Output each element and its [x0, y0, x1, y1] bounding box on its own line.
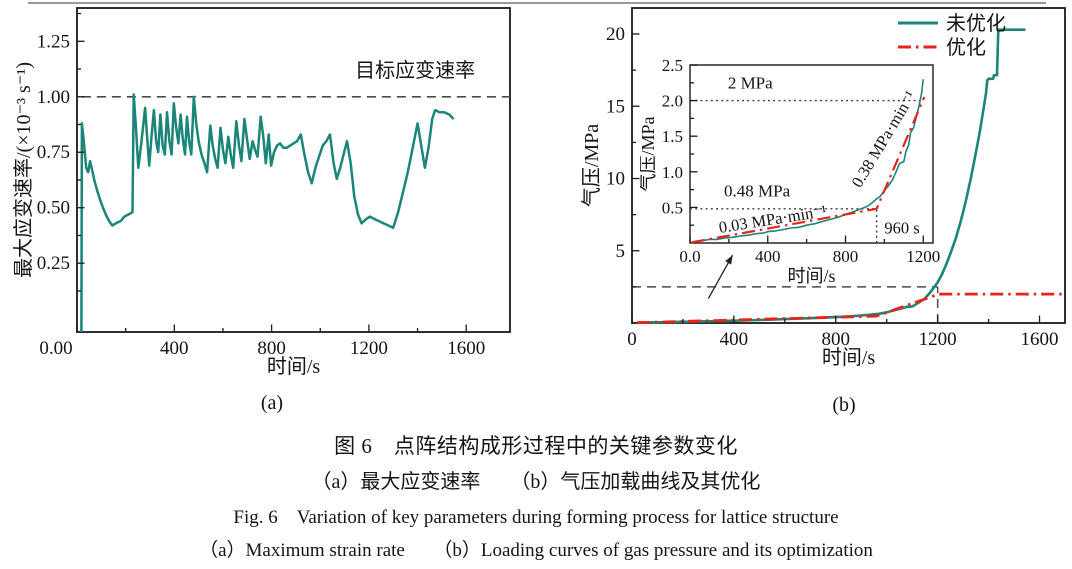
- series-optimized-inset: [691, 96, 926, 244]
- svg-text:1600: 1600: [447, 338, 485, 359]
- svg-text:1200: 1200: [350, 338, 388, 359]
- svg-text:1.5: 1.5: [662, 127, 683, 146]
- svg-text:0: 0: [627, 329, 637, 350]
- series-max-strain-rate: [80, 93, 455, 333]
- svg-text:800: 800: [833, 247, 859, 266]
- svg-text:2.5: 2.5: [662, 56, 683, 75]
- svg-text:1600: 1600: [1021, 329, 1059, 350]
- tick-labels: 0.00 400 800 1200 1600 0.25 0.50 0.75 1.00 1.25: [37, 31, 485, 359]
- annotation-texts: 目标应变速率: [355, 59, 475, 82]
- annotation-label: 2 MPa: [728, 73, 773, 92]
- x-axis-label: 时间/s: [267, 355, 321, 378]
- axis-ticks: [76, 12, 467, 332]
- svg-text:400: 400: [720, 329, 749, 350]
- svg-text:0.50: 0.50: [37, 198, 70, 219]
- x-axis-label: 时间/s: [822, 346, 876, 369]
- svg-text:0.25: 0.25: [37, 253, 70, 274]
- annotation-lines: [690, 99, 925, 243]
- svg-text:15: 15: [606, 96, 625, 117]
- y-axis-label: 气压/MPa: [640, 116, 658, 191]
- y-axis-label: 最大应变速率/(×10⁻³ s⁻¹): [12, 62, 35, 278]
- subplot-label-a: (a): [260, 392, 284, 414]
- axis-ticks: [631, 33, 1041, 323]
- svg-text:0.00: 0.00: [39, 338, 72, 359]
- svg-text:20: 20: [606, 24, 625, 45]
- tick-labels: 0 400 800 1200 1600 5 10 15 20: [606, 24, 1059, 350]
- series-unoptimized: [637, 28, 1026, 324]
- caption-cn-title: 图 6 点阵结构成形过程中的关键参数变化: [334, 434, 738, 458]
- svg-text:800: 800: [822, 329, 851, 350]
- svg-text:0.0: 0.0: [679, 247, 700, 266]
- caption-en-title: Fig. 6 Variation of key parameters durin…: [233, 507, 839, 528]
- scan-artifact-line: [28, 2, 1046, 4]
- svg-text:400: 400: [160, 338, 189, 359]
- annotation-label: 960 s: [884, 219, 919, 238]
- svg-text:1.25: 1.25: [37, 31, 70, 52]
- svg-text:2.0: 2.0: [662, 92, 683, 111]
- y-axis-label: 气压/MPa: [580, 124, 603, 207]
- svg-text:400: 400: [755, 247, 781, 266]
- svg-text:5: 5: [616, 241, 626, 262]
- legend-label-unoptimized: 未优化: [946, 12, 1006, 35]
- axis-ticks: [689, 64, 924, 243]
- svg-text:1.0: 1.0: [662, 163, 683, 182]
- caption-cn-sub: （a）最大应变速率 （b）气压加载曲线及其优化: [311, 471, 761, 493]
- svg-text:0.5: 0.5: [662, 198, 683, 217]
- series-optimized: [637, 292, 1065, 325]
- x-axis-label: 时间/s: [787, 266, 835, 286]
- subplot-label-b: (b): [832, 394, 856, 416]
- annotation-label: 0.48 MPa: [724, 182, 791, 201]
- plot-box: [76, 7, 511, 333]
- strain-rate-chart: 目标应变速率 0.00 400 800 1200 1600 0.25 0.50 0.75 1.00…: [12, 7, 511, 378]
- annotation-texts: [707, 254, 734, 299]
- svg-text:10: 10: [606, 169, 625, 190]
- svg-text:1200: 1200: [906, 247, 940, 266]
- tick-labels: 0.0 400 800 1200 0.5 1.0 1.5 2.0 2.5: [662, 56, 941, 266]
- plot-box: [631, 7, 1066, 324]
- legend-label-optimized: 优化: [946, 36, 986, 59]
- svg-text:1200: 1200: [919, 329, 957, 350]
- annotation-label: 目标应变速率: [355, 59, 475, 82]
- caption-en-sub: （a）Maximum strain rate （b）Loading curves…: [199, 540, 873, 561]
- svg-text:800: 800: [257, 338, 286, 359]
- plot-box: [689, 64, 934, 244]
- svg-text:0.75: 0.75: [37, 142, 70, 163]
- svg-text:1.00: 1.00: [37, 87, 70, 108]
